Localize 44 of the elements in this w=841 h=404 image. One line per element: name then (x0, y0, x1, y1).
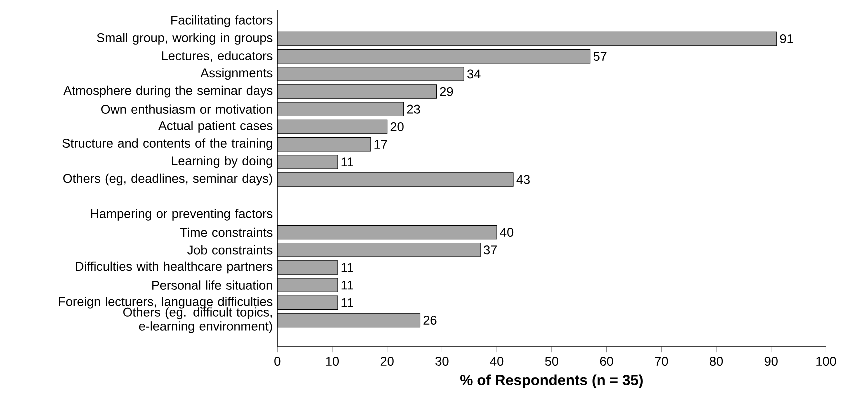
y-tick-label: Assignments (200, 68, 273, 80)
x-tick-label: 30 (436, 357, 449, 366)
x-tick-label: 70 (655, 357, 668, 366)
y-tick-label: Lectures, educators (162, 51, 273, 62)
data-label: 43 (516, 175, 530, 184)
data-label: 11 (342, 298, 354, 308)
data-label: 91 (780, 34, 794, 44)
x-tick-label: 20 (380, 357, 394, 366)
data-label: 37 (484, 246, 497, 255)
y-tick-label: Facilitating factors (172, 16, 273, 28)
x-tick-label: 100 (816, 357, 836, 366)
y-tick-label: Actual patient cases (158, 121, 273, 133)
y-tick-label: Hampering or preventing factors (91, 209, 273, 221)
y-tick-label: Small group, working in groups (97, 33, 273, 46)
data-label: 57 (594, 52, 607, 62)
data-label: 29 (440, 87, 454, 96)
y-tick-label: Others (eg, deadlines, seminar days) (64, 174, 272, 186)
x-tick-label: 40 (490, 357, 504, 366)
x-tick-label: 0 (274, 357, 281, 366)
data-label: 23 (407, 105, 420, 114)
y-tick-label: Atmosphere during the seminar days (64, 86, 273, 98)
y-tick-label: Structure and contents of the training (62, 138, 272, 151)
x-tick-label: 10 (326, 357, 340, 366)
x-axis-title: % of Respondents (n = 35) (460, 374, 643, 388)
x-tick-label: 50 (545, 357, 558, 366)
data-label: 11 (342, 263, 354, 272)
y-tick-label: Own enthusiasm or motivation (102, 104, 272, 114)
data-label: 40 (500, 228, 514, 238)
x-tick-label: 60 (600, 357, 614, 366)
y-tick-label: Others (eg. difficult topics, e-learning environment) (124, 308, 272, 334)
y-tick-label: Learning by doing (172, 156, 272, 168)
y-tick-label: Personal life situation (152, 280, 272, 290)
y-tick-label: Foreign lecturers, language difficulties (59, 297, 273, 309)
x-tick-label: 80 (710, 357, 724, 366)
data-label: 11 (342, 281, 354, 290)
data-label: 11 (342, 158, 354, 167)
data-label: 20 (390, 122, 404, 132)
y-tick-label: Job constraints (188, 246, 273, 255)
y-tick-label: Difficulties with healthcare partners (76, 262, 273, 274)
data-label: 17 (374, 140, 388, 150)
data-label: 26 (424, 316, 437, 326)
data-label: 34 (468, 70, 481, 79)
x-tick-label: 90 (764, 357, 778, 366)
y-tick-label: Time constraints (180, 228, 273, 238)
